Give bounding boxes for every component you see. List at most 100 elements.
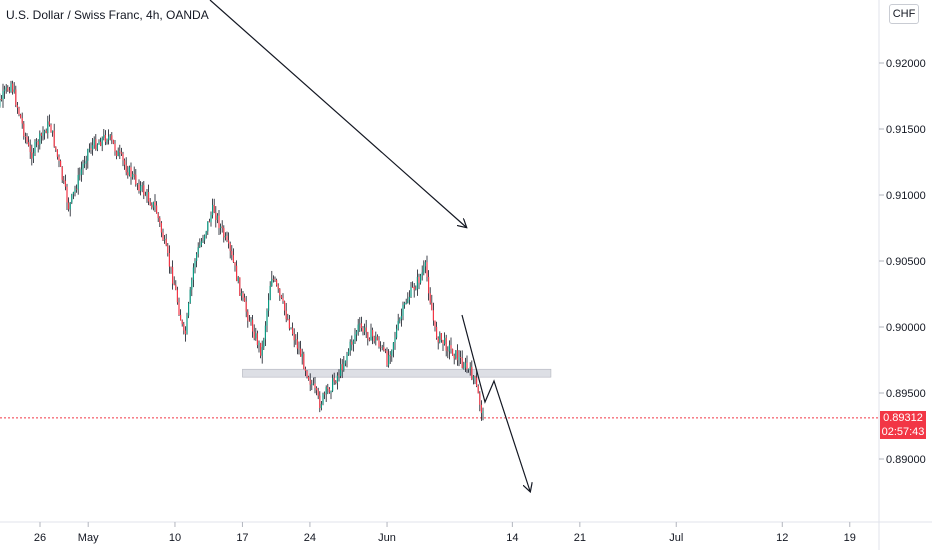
candle-body xyxy=(343,363,345,371)
candle-body xyxy=(229,243,231,251)
candle-body xyxy=(80,169,82,175)
candle-body xyxy=(469,366,471,370)
candle-body xyxy=(293,334,295,341)
candle-body xyxy=(24,136,26,137)
x-tick-label: May xyxy=(78,532,99,544)
candle-body xyxy=(429,293,431,303)
candle-body xyxy=(120,152,122,154)
candle-body xyxy=(208,221,210,223)
candle-body xyxy=(277,285,279,289)
candle-body xyxy=(428,276,430,294)
candle-body xyxy=(472,376,474,380)
candle-body xyxy=(272,278,274,280)
candle-body xyxy=(95,139,97,150)
candle-body xyxy=(143,185,145,195)
candle-body xyxy=(162,232,164,241)
candle-body xyxy=(151,205,153,208)
candle-body xyxy=(330,391,332,393)
candle-body xyxy=(397,320,399,329)
candle-body xyxy=(21,118,23,124)
candle-body xyxy=(300,348,302,357)
candle-body xyxy=(471,366,473,380)
candle-body xyxy=(74,188,76,193)
candle-body xyxy=(205,231,207,236)
candle-body xyxy=(252,319,254,332)
candle-body xyxy=(176,289,178,303)
candle-body xyxy=(79,174,81,176)
candle-body xyxy=(372,330,374,337)
candle-body xyxy=(117,150,119,157)
candle-body xyxy=(413,286,415,290)
candle-body xyxy=(258,342,260,346)
support-zone-rectangle[interactable] xyxy=(242,368,552,378)
currency-button[interactable]: CHF xyxy=(889,4,919,24)
candle-body xyxy=(220,226,222,229)
candle-body xyxy=(407,299,409,303)
candle-body xyxy=(376,336,378,341)
candle-body xyxy=(434,320,436,327)
candle-body xyxy=(160,222,162,233)
candle-body xyxy=(316,387,318,391)
trend-arrow-drawing[interactable] xyxy=(209,0,466,227)
candle-body xyxy=(114,143,116,152)
candle-body xyxy=(106,139,108,142)
candle-body xyxy=(92,145,94,150)
candle-body xyxy=(135,174,137,185)
candle-body xyxy=(82,163,84,170)
candle-body xyxy=(124,160,126,165)
candle-body xyxy=(149,201,151,206)
candle-body xyxy=(360,323,362,329)
candle-body xyxy=(264,325,266,340)
candle-body xyxy=(466,362,468,370)
candle-body xyxy=(119,150,121,153)
candle-body xyxy=(239,277,241,296)
candle-body xyxy=(461,358,463,368)
candle-body xyxy=(16,105,18,108)
candle-body xyxy=(247,311,249,321)
candle-body xyxy=(447,350,449,352)
candle-body xyxy=(36,141,38,143)
candle-body xyxy=(426,262,428,277)
candle-body xyxy=(191,279,193,290)
candle-body xyxy=(196,254,198,261)
candle-body xyxy=(128,167,130,176)
candle-body xyxy=(12,83,14,92)
candle-body xyxy=(28,142,30,146)
candles-layer xyxy=(0,80,484,421)
candle-body xyxy=(444,337,446,344)
x-axis: 26 May 10 17 24 Jun 14 21 Jul 12 19 xyxy=(34,522,856,544)
candle-body xyxy=(152,202,154,208)
x-tick-label: 21 xyxy=(574,532,586,544)
candle-body xyxy=(52,130,54,133)
candle-body xyxy=(173,283,175,286)
candle-body xyxy=(389,354,391,357)
projection-path-drawing[interactable] xyxy=(461,314,530,491)
candle-body xyxy=(391,350,393,357)
candle-body xyxy=(218,215,220,229)
candle-body xyxy=(234,262,236,266)
candle-body xyxy=(325,387,327,395)
candle-body xyxy=(378,340,380,347)
candle-body xyxy=(263,339,265,348)
candle-body xyxy=(90,148,92,150)
candle-body xyxy=(44,130,46,134)
candle-body xyxy=(394,337,396,343)
candle-body xyxy=(282,297,284,302)
candle-body xyxy=(452,348,454,356)
candle-body xyxy=(237,277,239,282)
candle-body xyxy=(127,172,129,176)
candle-body xyxy=(226,235,228,241)
candle-body xyxy=(96,144,98,150)
candle-body xyxy=(364,327,366,332)
candle-body xyxy=(77,175,79,190)
candle-body xyxy=(319,395,321,408)
candle-body xyxy=(231,250,233,256)
candle-body xyxy=(439,333,441,343)
candle-body xyxy=(464,362,466,368)
y-tick-label: 0.92000 xyxy=(886,58,926,70)
candle-body xyxy=(412,286,414,288)
candle-body xyxy=(184,330,186,335)
candle-body xyxy=(274,279,276,281)
candle-body xyxy=(164,238,166,241)
